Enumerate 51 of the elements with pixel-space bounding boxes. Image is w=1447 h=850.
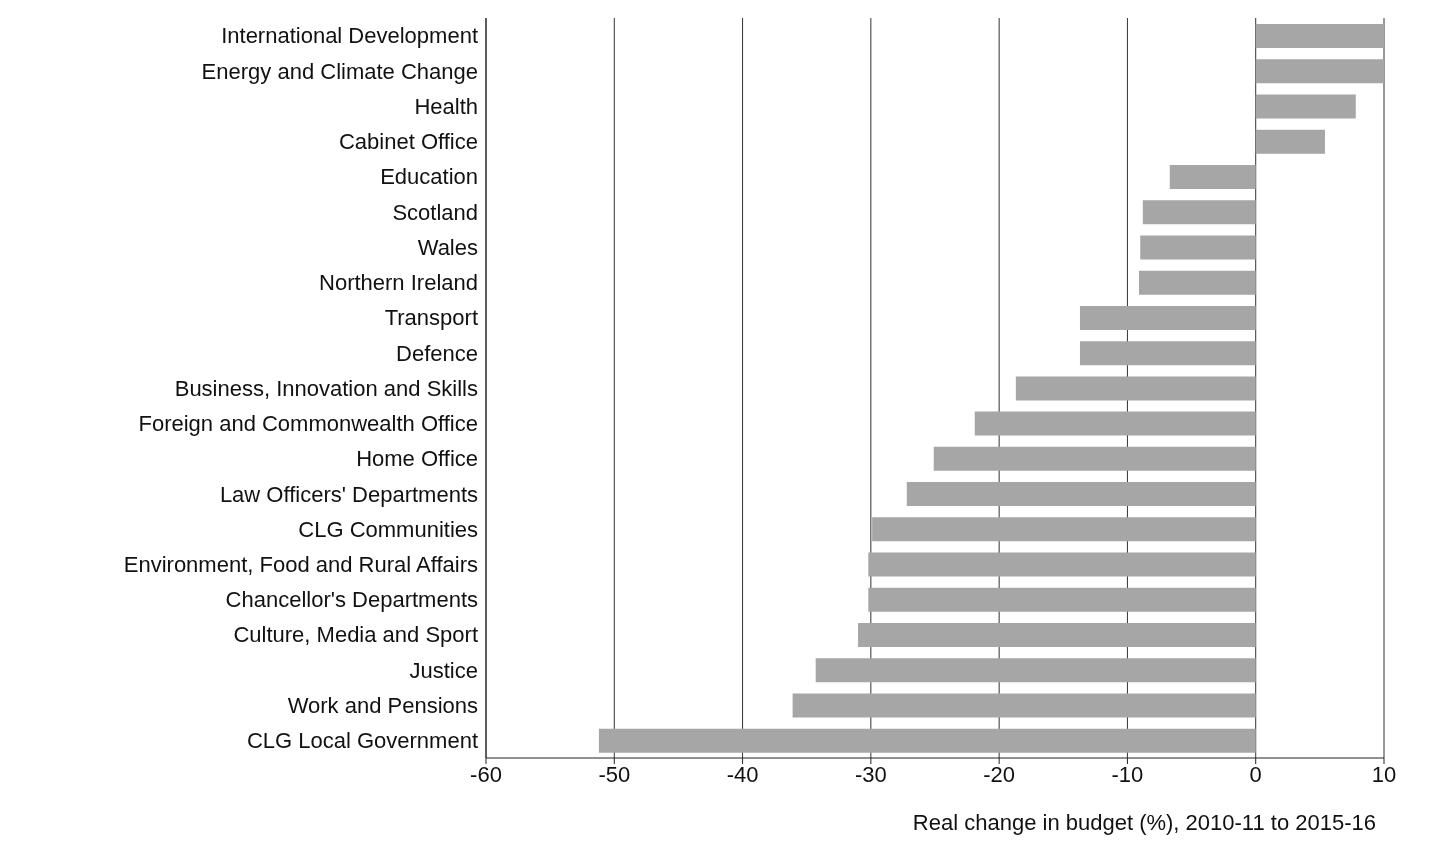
bar bbox=[1138, 270, 1256, 295]
y-tick-label: Northern Ireland bbox=[319, 270, 478, 296]
y-tick-label: Foreign and Commonwealth Office bbox=[138, 411, 478, 437]
x-tick-label: 10 bbox=[1371, 761, 1397, 787]
y-tick-label: Health bbox=[414, 93, 478, 119]
bar bbox=[868, 587, 1256, 612]
bar bbox=[872, 517, 1256, 542]
bar bbox=[1079, 341, 1256, 366]
x-tick-label: -10 bbox=[1111, 761, 1144, 787]
bar bbox=[974, 411, 1256, 436]
y-tick-label: CLG Communities bbox=[298, 516, 478, 542]
y-tick-label: Justice bbox=[409, 657, 478, 683]
x-tick-label: -40 bbox=[726, 761, 759, 787]
y-tick-label: Culture, Media and Sport bbox=[233, 622, 478, 648]
bar bbox=[1079, 305, 1256, 330]
y-tick-label: Chancellor's Departments bbox=[225, 587, 478, 613]
y-tick-label: Scotland bbox=[392, 199, 478, 225]
y-tick-label: Education bbox=[380, 164, 478, 190]
x-tick-label: -60 bbox=[470, 761, 502, 787]
bar bbox=[933, 446, 1256, 471]
bar bbox=[1142, 200, 1256, 225]
y-tick-label: Energy and Climate Change bbox=[201, 58, 478, 84]
bar bbox=[1140, 235, 1256, 260]
y-tick-label: Environment, Food and Rural Affairs bbox=[123, 552, 478, 577]
y-tick-label: Transport bbox=[384, 305, 478, 331]
y-tick-label: Wales bbox=[417, 234, 478, 260]
bar bbox=[906, 482, 1256, 507]
bar bbox=[1255, 94, 1356, 119]
y-tick-label: CLG Local Government bbox=[246, 728, 478, 754]
bar bbox=[792, 693, 1256, 718]
x-tick-label: -50 bbox=[598, 761, 631, 787]
y-tick-label: Work and Pensions bbox=[287, 692, 478, 718]
x-tick-label: 0 bbox=[1249, 761, 1262, 787]
bar bbox=[598, 728, 1256, 753]
y-tick-label: Law Officers' Departments bbox=[219, 481, 478, 507]
x-axis-title: Real change in budget (%), 2010-11 to 2015-16 bbox=[912, 810, 1376, 835]
bar bbox=[1169, 164, 1256, 189]
bar bbox=[1015, 376, 1256, 401]
x-tick-label: -30 bbox=[854, 761, 887, 787]
y-tick-label: Defence bbox=[396, 340, 478, 366]
bar bbox=[1255, 24, 1384, 48]
bar bbox=[1255, 129, 1325, 154]
x-tick-label: -20 bbox=[983, 761, 1016, 787]
bar bbox=[868, 552, 1256, 577]
bar bbox=[1255, 59, 1384, 84]
y-tick-label: International Development bbox=[221, 23, 478, 49]
bar bbox=[815, 658, 1256, 683]
y-tick-label: Business, Innovation and Skills bbox=[174, 375, 478, 401]
y-tick-label: Home Office bbox=[356, 446, 478, 472]
y-tick-label: Cabinet Office bbox=[338, 129, 478, 155]
bar bbox=[858, 623, 1256, 648]
